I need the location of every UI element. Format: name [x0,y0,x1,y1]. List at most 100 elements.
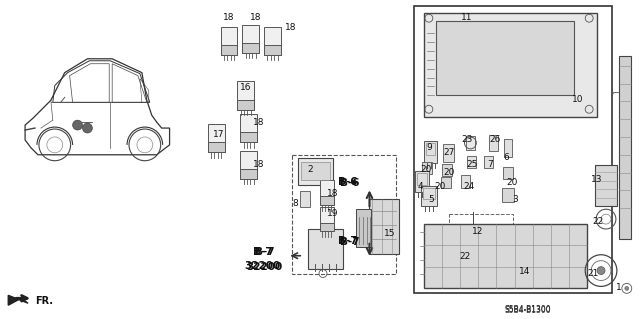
Text: 26: 26 [490,135,501,144]
Text: S5B4-B1300: S5B4-B1300 [504,305,551,314]
Bar [415,171,429,192]
Text: 14: 14 [519,267,531,276]
Text: 9: 9 [426,143,432,152]
Bar [619,56,631,239]
Text: 20: 20 [420,165,431,174]
Text: 18: 18 [253,160,264,169]
Text: 23: 23 [462,135,473,144]
Bar [502,189,514,202]
Bar [298,158,333,185]
Bar [319,180,334,205]
Text: 5: 5 [428,195,434,204]
Text: 12: 12 [472,227,483,236]
Text: 20: 20 [443,168,454,177]
Bar [207,142,225,152]
Text: 19: 19 [327,209,339,218]
Text: 11: 11 [461,13,472,22]
Text: 3: 3 [512,195,518,204]
Bar [441,176,451,189]
Text: 17: 17 [213,130,225,139]
Text: 13: 13 [591,174,603,183]
Bar [414,6,612,293]
Circle shape [625,286,628,290]
Text: 22: 22 [460,252,471,261]
Bar [423,189,435,199]
Text: 7: 7 [487,160,493,169]
Circle shape [597,267,605,275]
Bar [319,196,334,205]
Text: 18: 18 [285,23,296,32]
Text: S5B4-B1300: S5B4-B1300 [504,306,551,315]
Bar [237,81,254,110]
Text: FR.: FR. [35,296,53,306]
Bar [504,139,513,157]
Text: 24: 24 [464,182,475,190]
Polygon shape [8,295,28,305]
Text: 21: 21 [588,269,599,278]
Bar [243,25,259,53]
Bar [264,45,281,55]
Text: B-7: B-7 [253,247,273,257]
Text: 18: 18 [223,13,235,22]
Bar [467,156,476,168]
Bar [424,224,588,288]
Bar [489,135,498,151]
Circle shape [83,123,92,133]
Bar [319,207,334,232]
Circle shape [72,120,83,130]
Bar [426,143,435,155]
Bar [444,144,454,162]
Text: 10: 10 [572,95,583,104]
Bar [424,141,437,163]
Text: 6: 6 [503,153,509,162]
Bar [417,173,427,185]
Text: B-7: B-7 [338,236,358,246]
Text: 32200: 32200 [246,262,283,272]
Bar [308,229,343,269]
Text: 20: 20 [434,182,445,190]
Bar [241,151,257,179]
Text: 4: 4 [417,182,423,190]
Text: 27: 27 [443,148,454,157]
Bar [466,136,475,150]
Bar [319,223,334,232]
Bar [436,21,574,95]
Bar [221,45,237,55]
Text: 20: 20 [506,178,518,187]
Text: B-6: B-6 [338,176,358,187]
Bar [456,237,467,251]
Text: B-7: B-7 [255,247,275,257]
Bar [421,186,436,206]
Bar [369,199,399,254]
Bar [241,132,257,142]
Text: 25: 25 [467,160,478,169]
Bar [461,174,470,189]
Bar [449,214,513,284]
Text: 32200: 32200 [244,261,281,271]
Bar [301,162,330,180]
Bar [207,124,225,152]
Bar [300,191,310,207]
Bar [292,155,396,273]
Text: 15: 15 [383,229,395,238]
Bar [237,100,254,110]
Text: B-7: B-7 [340,237,360,247]
Text: 18: 18 [250,13,261,22]
Text: 8: 8 [292,199,298,208]
Text: 16: 16 [240,83,252,92]
Bar [503,167,513,179]
Bar [243,43,259,53]
Text: 18: 18 [327,189,339,198]
Bar [241,169,257,179]
Text: 1: 1 [616,284,621,293]
Bar [241,114,257,142]
Bar [221,27,237,55]
Text: 18: 18 [253,118,264,127]
Bar [264,27,281,55]
Bar [484,156,493,168]
Bar [595,165,617,206]
Bar [442,164,452,175]
Bar [422,162,432,174]
Bar [424,13,597,117]
Bar [356,209,371,247]
